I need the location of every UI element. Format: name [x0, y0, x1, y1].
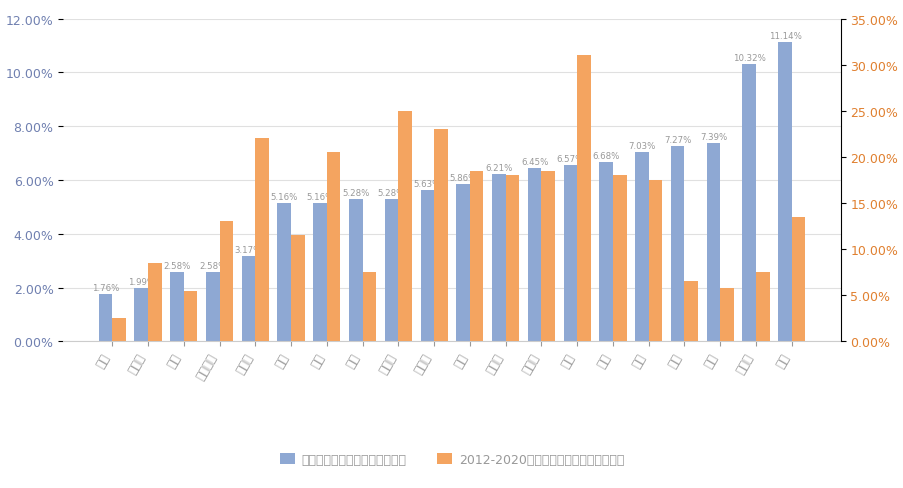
Legend: 全球青年科学家迁移愿望百分比, 2012-2020年实际迁入青年科学家百分比: 全球青年科学家迁移愿望百分比, 2012-2020年实际迁入青年科学家百分比: [275, 447, 628, 470]
Text: 2.58%: 2.58%: [199, 262, 226, 270]
Text: 5.28%: 5.28%: [377, 189, 405, 198]
Bar: [684, 282, 697, 342]
Bar: [470, 171, 483, 342]
Text: 5.63%: 5.63%: [414, 180, 441, 189]
Bar: [349, 200, 362, 342]
Bar: [135, 288, 148, 342]
Bar: [635, 153, 648, 342]
Bar: [505, 176, 518, 342]
Text: 1.76%: 1.76%: [91, 284, 119, 292]
Bar: [385, 200, 398, 342]
Bar: [420, 190, 433, 342]
Bar: [362, 273, 376, 342]
Bar: [98, 294, 112, 342]
Text: 5.16%: 5.16%: [270, 192, 298, 201]
Text: 5.86%: 5.86%: [449, 173, 476, 183]
Bar: [291, 236, 304, 342]
Bar: [241, 257, 255, 342]
Text: 6.21%: 6.21%: [485, 164, 512, 173]
Bar: [206, 272, 219, 342]
Bar: [791, 217, 805, 342]
Text: 6.45%: 6.45%: [520, 158, 548, 166]
Bar: [255, 139, 268, 342]
Text: 7.39%: 7.39%: [699, 132, 726, 142]
Bar: [706, 143, 720, 342]
Text: 5.28%: 5.28%: [341, 189, 369, 198]
Text: 7.03%: 7.03%: [628, 142, 655, 151]
Bar: [327, 153, 340, 342]
Bar: [755, 273, 768, 342]
Text: 2.58%: 2.58%: [163, 262, 191, 270]
Bar: [670, 146, 684, 342]
Bar: [148, 264, 162, 342]
Text: 6.57%: 6.57%: [556, 154, 583, 163]
Bar: [112, 319, 126, 342]
Bar: [170, 272, 183, 342]
Text: 5.16%: 5.16%: [306, 192, 333, 201]
Bar: [599, 163, 612, 342]
Bar: [219, 222, 233, 342]
Text: 11.14%: 11.14%: [768, 32, 801, 41]
Bar: [576, 56, 591, 342]
Bar: [456, 184, 470, 342]
Bar: [741, 64, 755, 342]
Bar: [491, 175, 505, 342]
Bar: [563, 165, 576, 342]
Bar: [398, 112, 412, 342]
Bar: [541, 171, 554, 342]
Bar: [648, 181, 662, 342]
Bar: [777, 42, 791, 342]
Bar: [277, 203, 291, 342]
Bar: [433, 130, 447, 342]
Bar: [527, 168, 541, 342]
Text: 6.68%: 6.68%: [591, 151, 619, 161]
Bar: [612, 176, 626, 342]
Text: 7.27%: 7.27%: [664, 136, 691, 144]
Text: 3.17%: 3.17%: [235, 245, 262, 255]
Bar: [183, 291, 197, 342]
Text: 10.32%: 10.32%: [732, 54, 765, 63]
Text: 1.99%: 1.99%: [127, 277, 154, 286]
Bar: [720, 288, 733, 342]
Bar: [312, 203, 327, 342]
